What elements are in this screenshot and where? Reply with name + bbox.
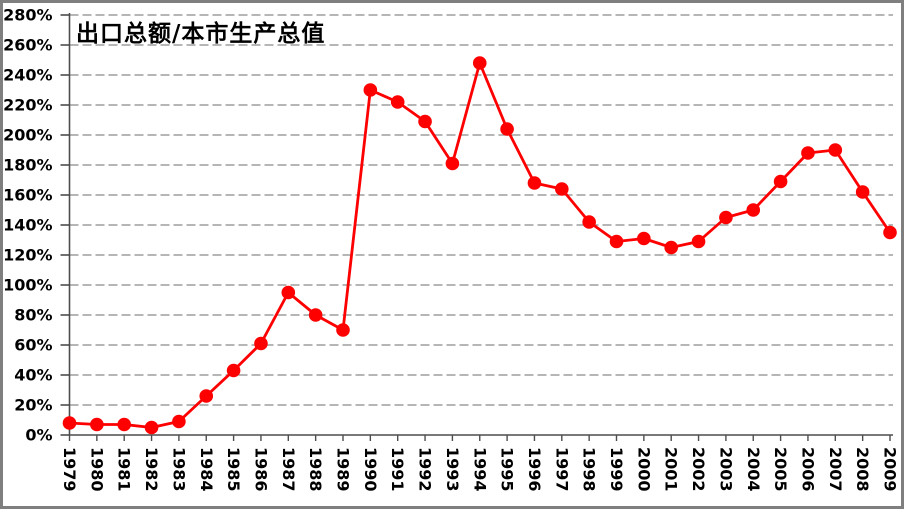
y-axis-label: 140% <box>3 216 52 235</box>
y-axis-label: 200% <box>3 126 52 145</box>
x-axis-label: 1982 <box>142 447 161 492</box>
data-point <box>773 174 788 189</box>
y-axis-label: 280% <box>3 6 52 25</box>
data-point <box>199 389 214 403</box>
x-axis-label: 1998 <box>580 447 599 492</box>
y-axis-label: 80% <box>14 306 52 325</box>
data-point <box>637 231 651 246</box>
data-point <box>90 417 104 432</box>
data-point <box>418 114 432 129</box>
x-axis-label: 2003 <box>716 447 735 492</box>
data-point <box>609 234 624 249</box>
x-axis-label: 1997 <box>552 447 571 492</box>
data-point <box>445 156 460 171</box>
y-axis-label: 0% <box>25 426 52 445</box>
x-axis-label: 1983 <box>169 447 188 492</box>
x-axis-label: 2002 <box>689 447 708 492</box>
x-axis-label: 1992 <box>416 447 435 492</box>
x-axis-label: 2006 <box>798 447 817 492</box>
x-axis-label: 2001 <box>662 447 681 492</box>
data-point <box>390 95 405 109</box>
data-point <box>664 240 678 255</box>
x-axis-label: 1985 <box>224 447 243 492</box>
data-point <box>254 336 268 351</box>
chart-title: 出口总额/本市生产总值 <box>76 20 326 47</box>
x-axis-label: 1979 <box>60 447 79 492</box>
data-point <box>691 234 706 249</box>
data-point <box>801 146 815 160</box>
data-point <box>500 122 514 136</box>
y-axis-label: 180% <box>3 156 52 175</box>
y-axis-label: 220% <box>3 96 52 115</box>
y-axis-label: 240% <box>3 66 52 85</box>
x-axis-label: 1989 <box>334 447 353 492</box>
x-axis-label: 1980 <box>87 447 106 492</box>
x-axis-label: 1981 <box>115 447 134 492</box>
data-point <box>746 203 761 217</box>
x-axis-label: 2009 <box>881 447 900 492</box>
data-point <box>855 185 870 199</box>
x-axis-label: 1990 <box>361 447 380 492</box>
data-point <box>281 285 296 300</box>
data-point <box>308 308 323 322</box>
y-axis-label: 100% <box>3 276 52 295</box>
x-axis-label: 1991 <box>388 447 407 492</box>
x-axis-label: 2004 <box>744 447 763 492</box>
x-axis-label: 1996 <box>525 447 544 492</box>
data-point <box>719 210 733 225</box>
data-point <box>117 417 131 432</box>
data-point <box>336 323 350 337</box>
data-point <box>144 420 159 435</box>
y-axis-label: 160% <box>3 186 52 205</box>
data-point <box>226 363 241 378</box>
data-point <box>62 416 77 430</box>
x-axis-label: 2008 <box>853 447 872 492</box>
y-axis-label: 260% <box>3 36 52 55</box>
x-axis-label: 2007 <box>826 447 845 492</box>
data-point <box>172 414 186 429</box>
x-axis-label: 1986 <box>251 447 270 492</box>
data-point <box>582 215 596 229</box>
x-axis-label: 1994 <box>470 447 489 492</box>
data-point <box>363 83 378 97</box>
y-axis-label: 40% <box>14 366 52 385</box>
x-axis-label: 1987 <box>279 447 298 492</box>
x-axis-label: 1999 <box>607 447 626 492</box>
y-axis-label: 20% <box>14 396 52 415</box>
x-axis-label: 1993 <box>443 447 462 492</box>
x-axis-label: 2000 <box>634 447 653 492</box>
x-axis-label: 1988 <box>306 447 325 492</box>
x-axis-label: 2005 <box>771 447 790 492</box>
y-axis-label: 60% <box>14 336 52 355</box>
data-point <box>828 143 843 157</box>
data-point <box>883 225 897 240</box>
series-line <box>68 61 892 429</box>
data-point <box>527 176 542 190</box>
x-axis-label: 1995 <box>498 447 517 492</box>
data-point <box>472 56 487 70</box>
y-axis-label: 120% <box>3 246 52 265</box>
data-point <box>555 182 569 196</box>
x-axis-label: 1984 <box>197 447 216 492</box>
